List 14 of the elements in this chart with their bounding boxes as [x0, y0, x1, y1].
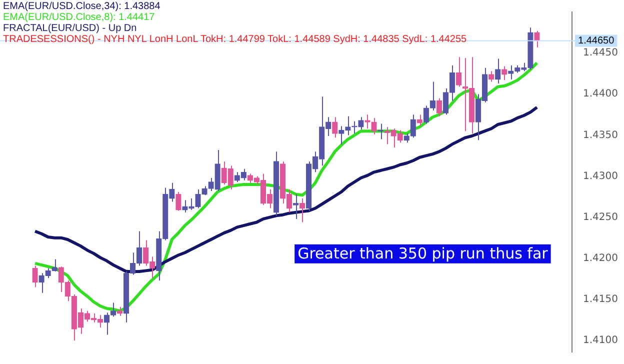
y-tick-label: 1.4250	[583, 212, 618, 223]
annotation: Greater than 350 pip run thus far	[298, 244, 549, 262]
annotation: FRACTAL(EUR/USD) - Up Dn	[3, 23, 138, 34]
text: EMA(EUR/USD.Close,34): 1.43884	[3, 1, 162, 12]
y-tick-label: 1.4200	[583, 252, 618, 264]
y-tick-label: 1.4100	[583, 335, 618, 346]
annotation: TRADESESSIONS() - NYH NYL LonH LonL TokH: 1.44799 TokL: 1.44589 SydH: 1.44835 SydL: 1.44255	[3, 34, 467, 45]
ref-line-label: 1.44650	[578, 35, 615, 46]
text: EMA(EUR/USD.Close,8): 1.44417	[3, 12, 156, 23]
y-tick-label: 1.4450	[583, 48, 618, 59]
y-tick-label: 1.4300	[583, 170, 618, 182]
y-tick-label: 1.4350	[583, 130, 618, 141]
y-tick-label: 1.4150	[583, 294, 618, 306]
y-tick-label: 1.4400	[583, 88, 618, 100]
